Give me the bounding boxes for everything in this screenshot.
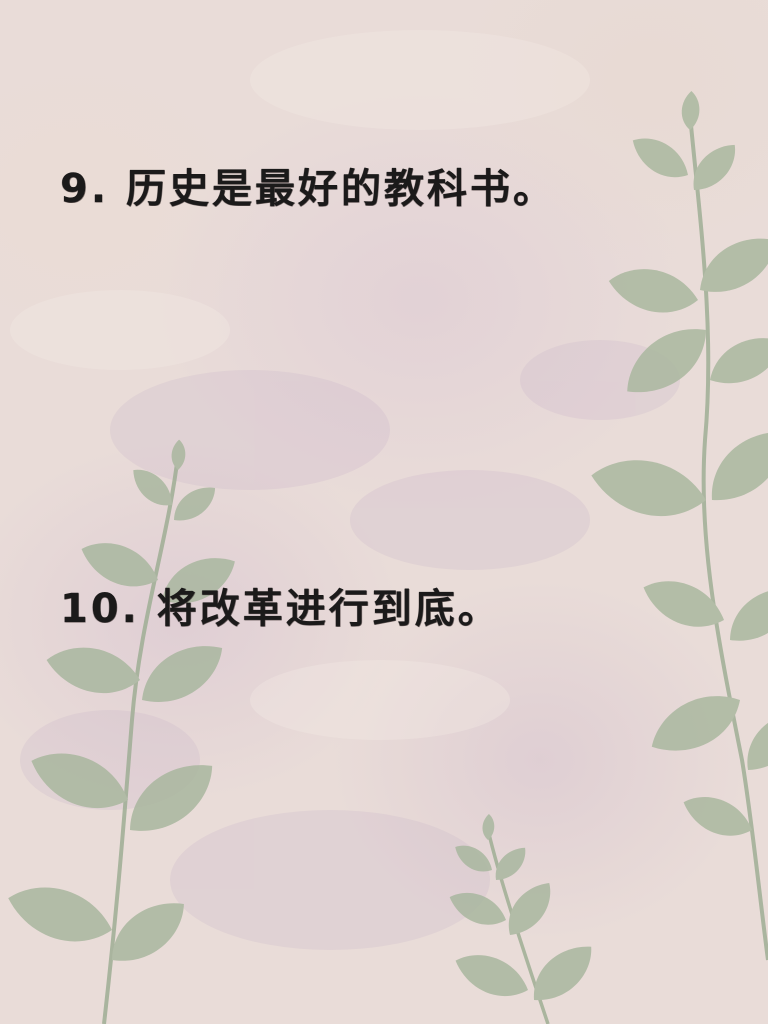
left-branch <box>0 438 244 1024</box>
line-10: 10. 将改革进行到底。 <box>60 586 501 632</box>
line-9: 9. 历史是最好的教科书。 <box>60 166 556 212</box>
bottom-branch <box>444 813 605 1024</box>
right-branch <box>584 89 768 961</box>
